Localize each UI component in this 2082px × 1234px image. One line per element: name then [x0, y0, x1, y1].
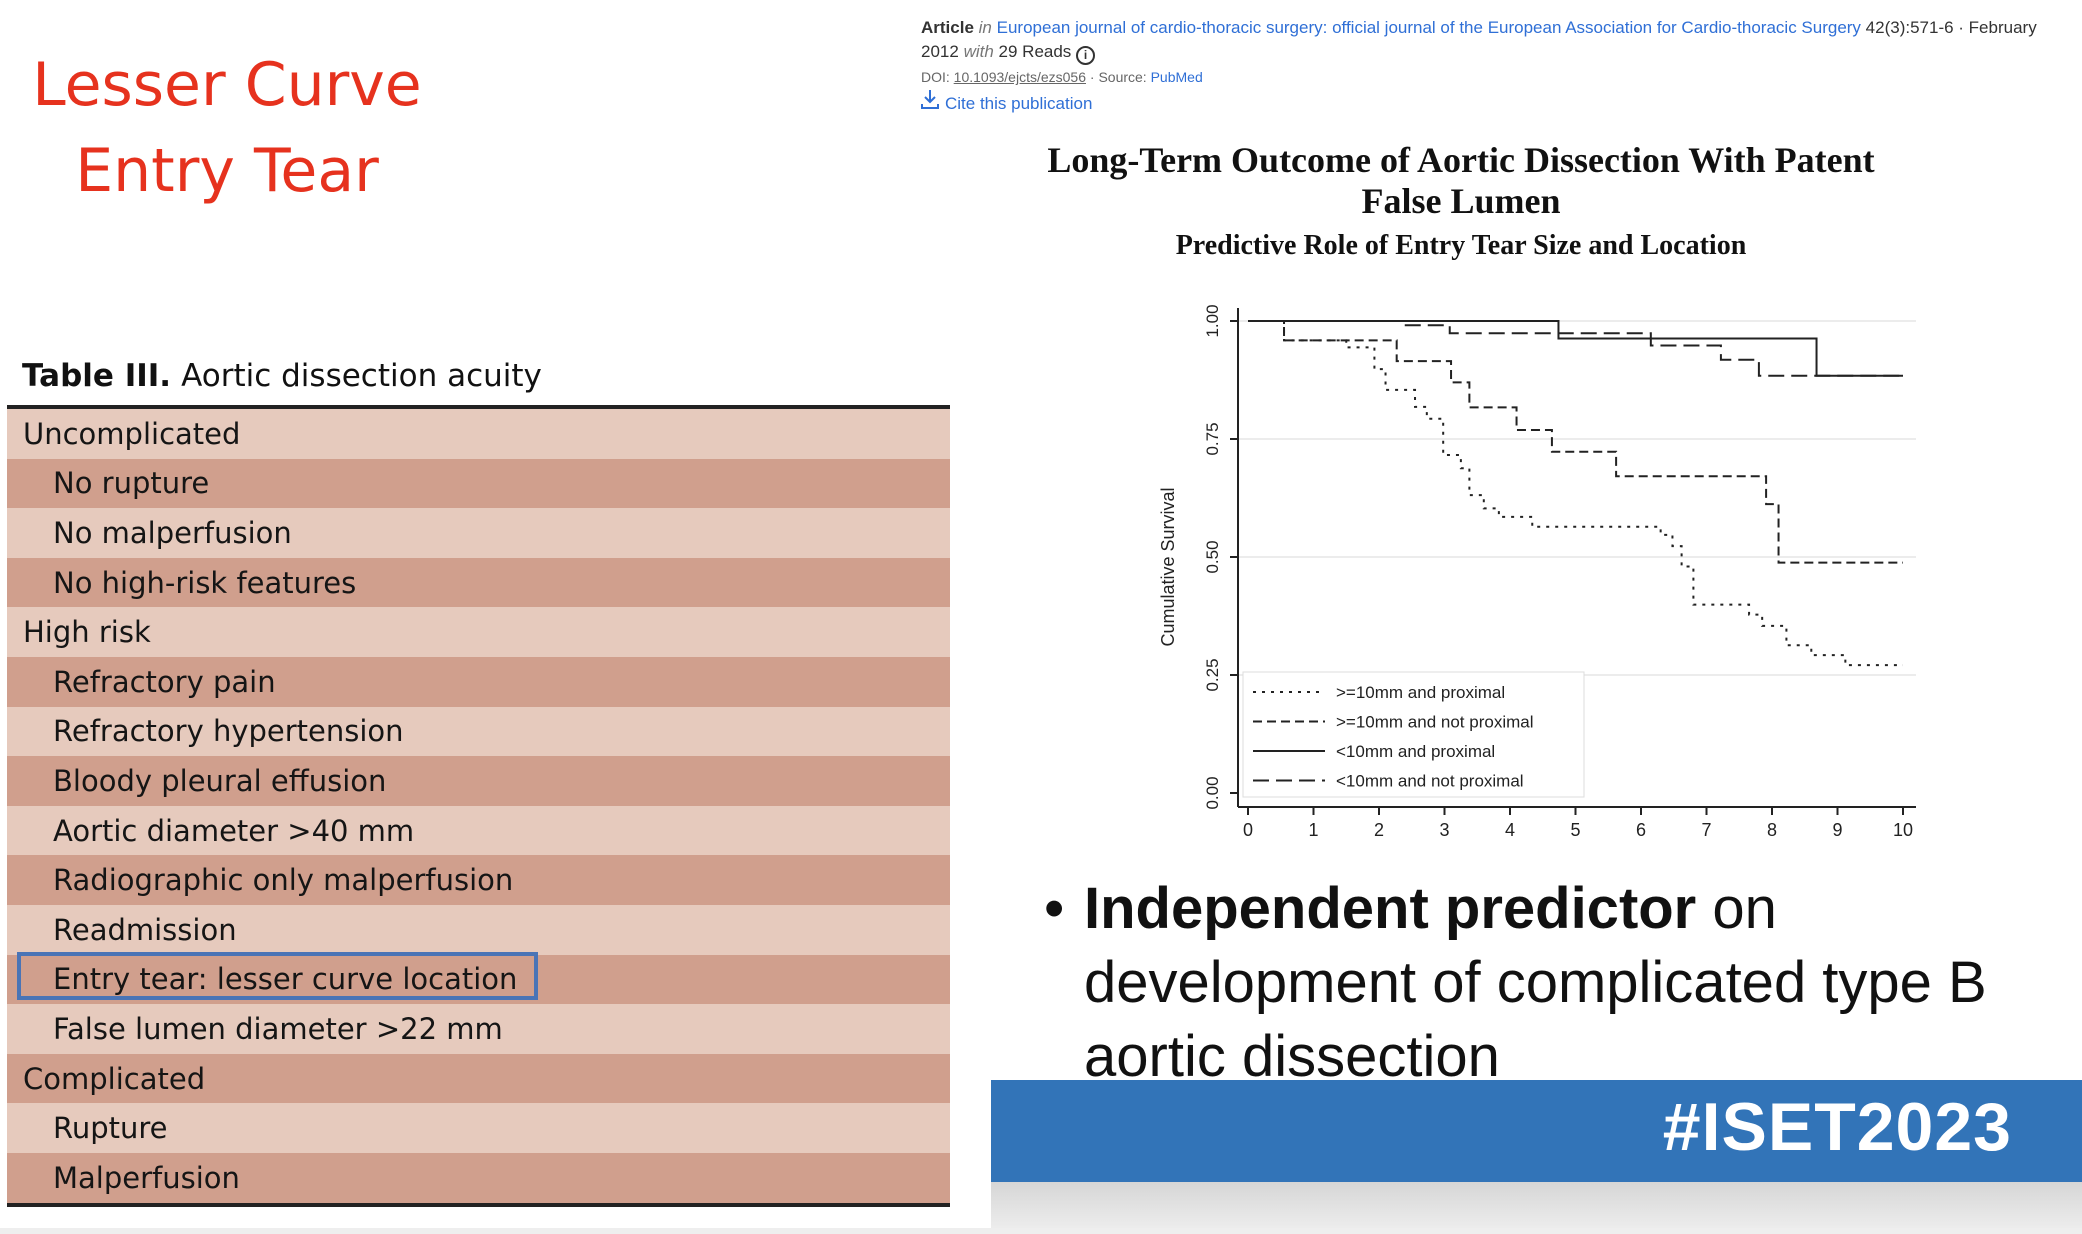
- article-line-1: Article in European journal of cardio-th…: [921, 16, 2037, 40]
- article-type: Article: [921, 18, 974, 37]
- article-with: with: [963, 42, 994, 61]
- table-row-label: Aortic diameter >40 mm: [53, 813, 415, 848]
- article-in: in: [978, 18, 992, 37]
- footer-shadow: [991, 1182, 2082, 1234]
- y-tick-label: 0.25: [1203, 658, 1222, 691]
- series-line-0: [1248, 320, 1903, 667]
- bullet-line-3: aortic dissection: [1084, 1024, 1500, 1089]
- table-row-label: Radiographic only malperfusion: [53, 863, 514, 898]
- paper-title-line-2: False Lumen: [1361, 181, 1561, 221]
- table-row: No malperfusion: [7, 508, 950, 558]
- info-icon[interactable]: i: [1076, 46, 1096, 65]
- table-row-label: Malperfusion: [53, 1160, 240, 1195]
- doi-link[interactable]: 10.1093/ejcts/ezs056: [953, 69, 1086, 85]
- table-label: Table III.: [22, 358, 172, 394]
- page-bottom-edge: [0, 1228, 2082, 1234]
- table-row-label: High risk: [23, 615, 151, 650]
- x-tick-label: 2: [1374, 820, 1384, 840]
- table-row: Radiographic only malperfusion: [7, 855, 950, 905]
- survival-chart: 0.00 0.25 0.50 0.75 1.00 0 1 2 3 4 5 6 7 8 9 10 Cumulati…: [1158, 304, 1916, 840]
- article-line-2: 2012 with 29 Reads i: [921, 40, 2037, 65]
- table-category-row: Uncomplicated: [7, 409, 950, 459]
- table-row-label: Rupture: [53, 1111, 168, 1146]
- article-year: 2012: [921, 42, 959, 61]
- highlight-box: [17, 952, 538, 1000]
- x-tick-label: 9: [1832, 820, 1842, 840]
- legend-label: <10mm and not proximal: [1336, 772, 1524, 791]
- table-row: No high-risk features: [7, 557, 950, 608]
- legend-label: >=10mm and not proximal: [1336, 713, 1534, 732]
- paper-title: Long-Term Outcome of Aortic Dissection W…: [961, 140, 1961, 262]
- slide-title-line-1: Lesser Curve: [32, 50, 422, 120]
- table-row-label: False lumen diameter >22 mm: [53, 1011, 503, 1046]
- article-meta: Article in European journal of cardio-th…: [921, 16, 2037, 116]
- table-row: Rupture: [7, 1103, 950, 1153]
- table-row: Aortic diameter >40 mm: [7, 805, 950, 856]
- article-reads: 29 Reads: [998, 42, 1072, 61]
- table-row: False lumen diameter >22 mm: [7, 1004, 950, 1054]
- legend-label: <10mm and proximal: [1336, 742, 1495, 761]
- footer-band: #ISET2023: [991, 1080, 2082, 1182]
- article-line-3: DOI: 10.1093/ejcts/ezs056 · Source: PubM…: [921, 65, 2037, 89]
- series-line-2: [1248, 320, 1903, 377]
- table-row: Refractory hypertension: [7, 706, 950, 757]
- series-line-1: [1248, 320, 1903, 564]
- table-row: Entry tear: lesser curve location: [7, 954, 950, 1005]
- series-line-3: [1248, 320, 1903, 377]
- legend-label: >=10mm and proximal: [1336, 683, 1505, 702]
- table-row-label: No malperfusion: [53, 515, 292, 550]
- y-tick-label: 0.00: [1203, 776, 1222, 809]
- x-tick-label: 0: [1243, 820, 1253, 840]
- x-tick-label: 8: [1767, 820, 1777, 840]
- doi-label: DOI:: [921, 69, 950, 85]
- x-tick-label: 4: [1505, 820, 1515, 840]
- table-row: Refractory pain: [7, 656, 950, 707]
- table-caption: Table III. Aortic dissection acuity: [22, 358, 542, 394]
- y-tick-label: 0.50: [1203, 540, 1222, 573]
- table-category-row: High risk: [7, 607, 950, 657]
- journal-link[interactable]: European journal of cardio-thoracic surg…: [996, 18, 1861, 37]
- x-tick-label: 1: [1308, 820, 1318, 840]
- bullet-text: Independent predictor on development of …: [1084, 872, 2082, 1094]
- table-row-label: Entry tear: lesser curve location: [53, 962, 518, 997]
- source-label: · Source:: [1089, 69, 1147, 85]
- table-row-label: Readmission: [53, 912, 237, 947]
- slide-title: Lesser Curve Entry Tear: [0, 42, 454, 214]
- table-row-label: No rupture: [53, 466, 210, 501]
- bullet-icon: •: [1044, 876, 1065, 941]
- y-axis-label: Cumulative Survival: [1158, 487, 1178, 646]
- table-row: Bloody pleural effusion: [7, 756, 950, 806]
- table-row-label: Complicated: [23, 1061, 206, 1096]
- acuity-table: Uncomplicated No rupture No malperfusion No…: [7, 405, 950, 1207]
- table-row-label: Refractory hypertension: [53, 714, 404, 749]
- cite-button[interactable]: Cite this publication: [921, 89, 2037, 116]
- source-link[interactable]: PubMed: [1150, 69, 1203, 85]
- article-citation: 42(3):571-6 · February: [1865, 18, 2037, 37]
- table-row: No rupture: [7, 458, 950, 509]
- table-row-label: Bloody pleural effusion: [53, 763, 387, 798]
- table-title: Aortic dissection acuity: [181, 358, 542, 394]
- x-tick-label: 3: [1439, 820, 1449, 840]
- x-tick-label: 6: [1636, 820, 1646, 840]
- bullet-bold: Independent predictor: [1084, 876, 1697, 941]
- y-tick-label: 0.75: [1203, 422, 1222, 455]
- download-icon: [921, 89, 939, 116]
- table-row-label: Uncomplicated: [23, 416, 241, 451]
- y-tick-label: 1.00: [1203, 304, 1222, 337]
- bullet-rest: on: [1696, 876, 1777, 941]
- slide-title-line-2: Entry Tear: [75, 136, 379, 206]
- table-category-row: Complicated: [7, 1053, 950, 1104]
- paper-title-line-1: Long-Term Outcome of Aortic Dissection W…: [1047, 140, 1875, 180]
- table-row-label: No high-risk features: [53, 565, 357, 600]
- hashtag: #ISET2023: [1662, 1089, 2012, 1165]
- table-row: Readmission: [7, 904, 950, 955]
- bullet-line-2: development of complicated type B: [1084, 950, 1987, 1015]
- x-tick-label: 10: [1893, 820, 1913, 840]
- x-tick-label: 7: [1701, 820, 1711, 840]
- table-row-label: Refractory pain: [53, 664, 276, 699]
- cite-label: Cite this publication: [945, 94, 1093, 113]
- table-row: Malperfusion: [7, 1152, 950, 1203]
- paper-subtitle: Predictive Role of Entry Tear Size and L…: [1175, 230, 1747, 261]
- x-tick-label: 5: [1570, 820, 1580, 840]
